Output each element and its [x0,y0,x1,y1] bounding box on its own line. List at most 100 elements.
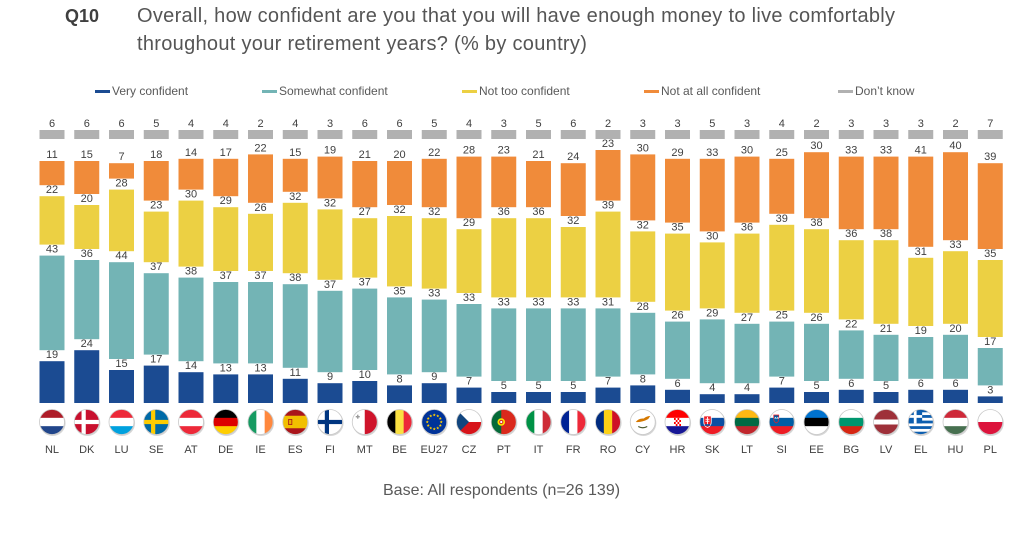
value-label-not-too-confident-hr: 35 [671,222,683,234]
bar-not-too-confident-ro [595,211,621,298]
value-label-not-too-confident-cy: 32 [637,219,649,231]
value-label-very-confident-es: 11 [290,367,301,379]
bar-not-too-confident-lt [734,233,760,313]
country-label-es: ES [288,444,303,456]
value-label-not-at-all-confident-cy: 30 [637,142,649,154]
bar-not-at-all-confident-ro [595,150,621,201]
bar-not-at-all-confident-pl [977,163,1003,249]
bar-not-at-all-confident-dk [74,161,100,194]
value-label-very-confident-ee: 5 [813,380,819,392]
bar-not-at-all-confident-at [178,158,204,190]
value-label-not-too-confident-pt: 36 [498,206,510,218]
bar-somewhat-confident-es [282,284,308,368]
bar-very-confident-ee [804,392,829,403]
value-label-not-at-all-confident-hu: 40 [949,140,961,152]
value-label-very-confident-cy: 8 [640,373,646,385]
country-label-ee: EE [809,444,824,456]
value-label-very-confident-sk: 4 [709,382,715,394]
value-label-very-confident-at: 14 [185,360,197,372]
value-label-somewhat-confident-lu: 44 [115,250,127,262]
value-label-not-at-all-confident-mt: 21 [359,149,371,161]
value-label-somewhat-confident-cy: 28 [637,301,649,313]
value-label-not-too-confident-lt: 36 [741,222,753,234]
value-label-somewhat-confident-el: 19 [915,325,927,337]
bar-don-t-know-it [526,130,551,139]
luxembourg-flag-icon [108,409,136,436]
bar-don-t-know-lu [109,130,134,139]
bar-don-t-know-mt [352,130,378,139]
country-label-cz: CZ [462,444,477,456]
legend-item-not-at-all-confident: Not at all confident [644,83,760,99]
bar-not-at-all-confident-se [143,161,169,201]
value-label-somewhat-confident-eu27: 33 [428,288,440,300]
bar-don-t-know-ro [595,130,621,139]
value-label-very-confident-mt: 10 [359,369,371,381]
bar-very-confident-hr [665,389,690,403]
bar-somewhat-confident-cz [456,304,482,377]
value-label-somewhat-confident-pt: 33 [498,296,510,308]
country-label-hr: HR [670,444,686,456]
legend-item-very-confident: Very confident [95,83,188,99]
value-label-somewhat-confident-at: 38 [185,266,197,278]
value-label-not-too-confident-nl: 22 [46,184,58,196]
bar-not-too-confident-lu [109,189,134,252]
bar-not-at-all-confident-lu [109,163,134,179]
legend-swatch-not-at-all-confident [644,89,659,93]
value-label-not-at-all-confident-hr: 29 [671,147,683,159]
bar-not-too-confident-fr [560,227,586,298]
bar-somewhat-confident-se [143,273,169,355]
bar-somewhat-confident-ee [804,323,829,381]
bar-don-t-know-de [213,130,239,139]
bar-somewhat-confident-lv [873,334,899,381]
value-label-don-t-know-fr: 6 [570,118,576,130]
legend-swatch-dont-know [838,89,853,93]
value-label-don-t-know-pl: 7 [987,118,993,130]
value-label-somewhat-confident-de: 37 [220,270,232,282]
value-label-very-confident-bg: 6 [848,378,854,390]
value-label-somewhat-confident-pl: 17 [984,336,996,348]
bar-somewhat-confident-fi [317,290,343,373]
country-label-at: AT [184,444,198,456]
bar-very-confident-cy [630,385,656,403]
bar-don-t-know-be [387,130,412,139]
value-label-don-t-know-sk: 5 [709,118,715,130]
bar-somewhat-confident-pt [491,308,517,381]
value-label-very-confident-el: 6 [918,378,924,390]
value-label-don-t-know-cz: 4 [466,118,472,130]
bar-don-t-know-dk [74,130,100,139]
country-label-pl: PL [984,444,997,456]
bar-somewhat-confident-it [526,308,551,381]
cyprus-flag-icon [629,409,657,436]
bar-not-too-confident-be [387,216,412,287]
value-label-not-too-confident-mt: 27 [359,206,371,218]
value-label-not-too-confident-be: 32 [393,204,405,216]
bar-not-at-all-confident-pt [491,156,517,208]
latvia-flag-icon [873,409,900,436]
value-label-somewhat-confident-lv: 21 [880,323,892,335]
country-label-ie: IE [255,444,265,456]
legend-item-somewhat-confident: Somewhat confident [262,83,388,99]
value-label-not-too-confident-dk: 20 [81,193,93,205]
value-label-don-t-know-be: 6 [396,118,402,130]
country-label-ro: RO [600,444,617,456]
bar-not-too-confident-mt [352,218,378,278]
value-label-very-confident-eu27: 9 [431,371,437,383]
value-label-very-confident-ie: 13 [254,362,266,374]
value-label-not-too-confident-bg: 36 [845,228,857,240]
bar-not-too-confident-pl [977,260,1003,337]
bar-not-at-all-confident-si [769,158,795,214]
malta-flag-icon [351,409,379,436]
question-number: Q10 [65,6,100,26]
value-label-not-at-all-confident-dk: 15 [81,149,93,161]
bar-very-confident-ro [595,387,621,403]
value-label-don-t-know-hu: 2 [952,118,958,130]
value-label-not-at-all-confident-eu27: 22 [428,147,440,159]
value-label-not-too-confident-hu: 33 [949,239,961,251]
value-label-not-too-confident-ee: 38 [810,217,822,229]
bar-somewhat-confident-eu27 [421,299,447,373]
value-label-somewhat-confident-sk: 29 [706,307,718,319]
bar-not-too-confident-ie [248,213,273,271]
chart-title: Overall, how confident are you that you … [137,5,896,55]
value-label-don-t-know-bg: 3 [848,118,854,130]
